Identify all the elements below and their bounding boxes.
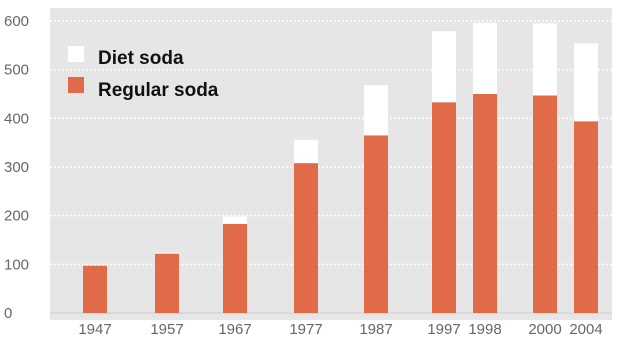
bar-regular-soda-1997 (432, 102, 456, 313)
bar-regular-soda-1957 (155, 253, 179, 313)
x-tick-label: 2004 (569, 321, 602, 338)
y-tick-label: 500 (4, 62, 29, 79)
x-tick-label: 1967 (218, 321, 251, 338)
plot-area (50, 8, 612, 320)
bar-diet-soda-1957 (155, 252, 179, 254)
legend-swatch-regular-soda (68, 77, 84, 93)
y-tick-label: 0 (4, 305, 12, 322)
y-tick-label: 400 (4, 110, 29, 127)
bar-diet-soda-2004 (574, 43, 598, 122)
legend-label-regular-soda: Regular soda (98, 80, 219, 101)
x-tick-label: 1998 (468, 321, 501, 338)
y-tick-label: 300 (4, 159, 29, 176)
bar-diet-soda-1997 (432, 31, 456, 103)
bar-regular-soda-2004 (574, 121, 598, 314)
bar-diet-soda-1998 (473, 22, 497, 94)
x-tick-label: 1997 (427, 321, 460, 338)
x-tick-label: 2000 (528, 321, 561, 338)
bars (83, 22, 598, 314)
y-tick-label: 200 (4, 208, 29, 225)
bar-regular-soda-1998 (473, 94, 497, 313)
x-tick-label: 1947 (78, 321, 111, 338)
y-tick-label: 100 (4, 256, 29, 273)
bar-regular-soda-1977 (294, 163, 318, 313)
x-axis-ticks: 1947 1957 1967 1977 1987 1997 1998 2000 2004 (78, 321, 602, 338)
bar-diet-soda-1967 (223, 216, 247, 224)
bar-regular-soda-1947 (83, 265, 107, 313)
x-tick-label: 1977 (289, 321, 322, 338)
bar-regular-soda-1987 (364, 135, 388, 313)
legend: Diet soda Regular soda (68, 46, 219, 101)
y-axis-ticks: 0 100 200 300 400 500 600 (4, 13, 29, 322)
bar-regular-soda-2000 (533, 95, 557, 314)
bar-diet-soda-1987 (364, 85, 388, 136)
bar-diet-soda-1977 (294, 139, 318, 164)
legend-label-diet-soda: Diet soda (98, 48, 184, 69)
bar-regular-soda-1967 (223, 223, 247, 313)
legend-swatch-diet-soda (68, 46, 84, 62)
gridlines (50, 20, 612, 314)
y-tick-label: 600 (4, 13, 29, 30)
bar-diet-soda-2000 (533, 23, 557, 96)
x-tick-label: 1957 (150, 321, 183, 338)
x-tick-label: 1987 (359, 321, 392, 338)
